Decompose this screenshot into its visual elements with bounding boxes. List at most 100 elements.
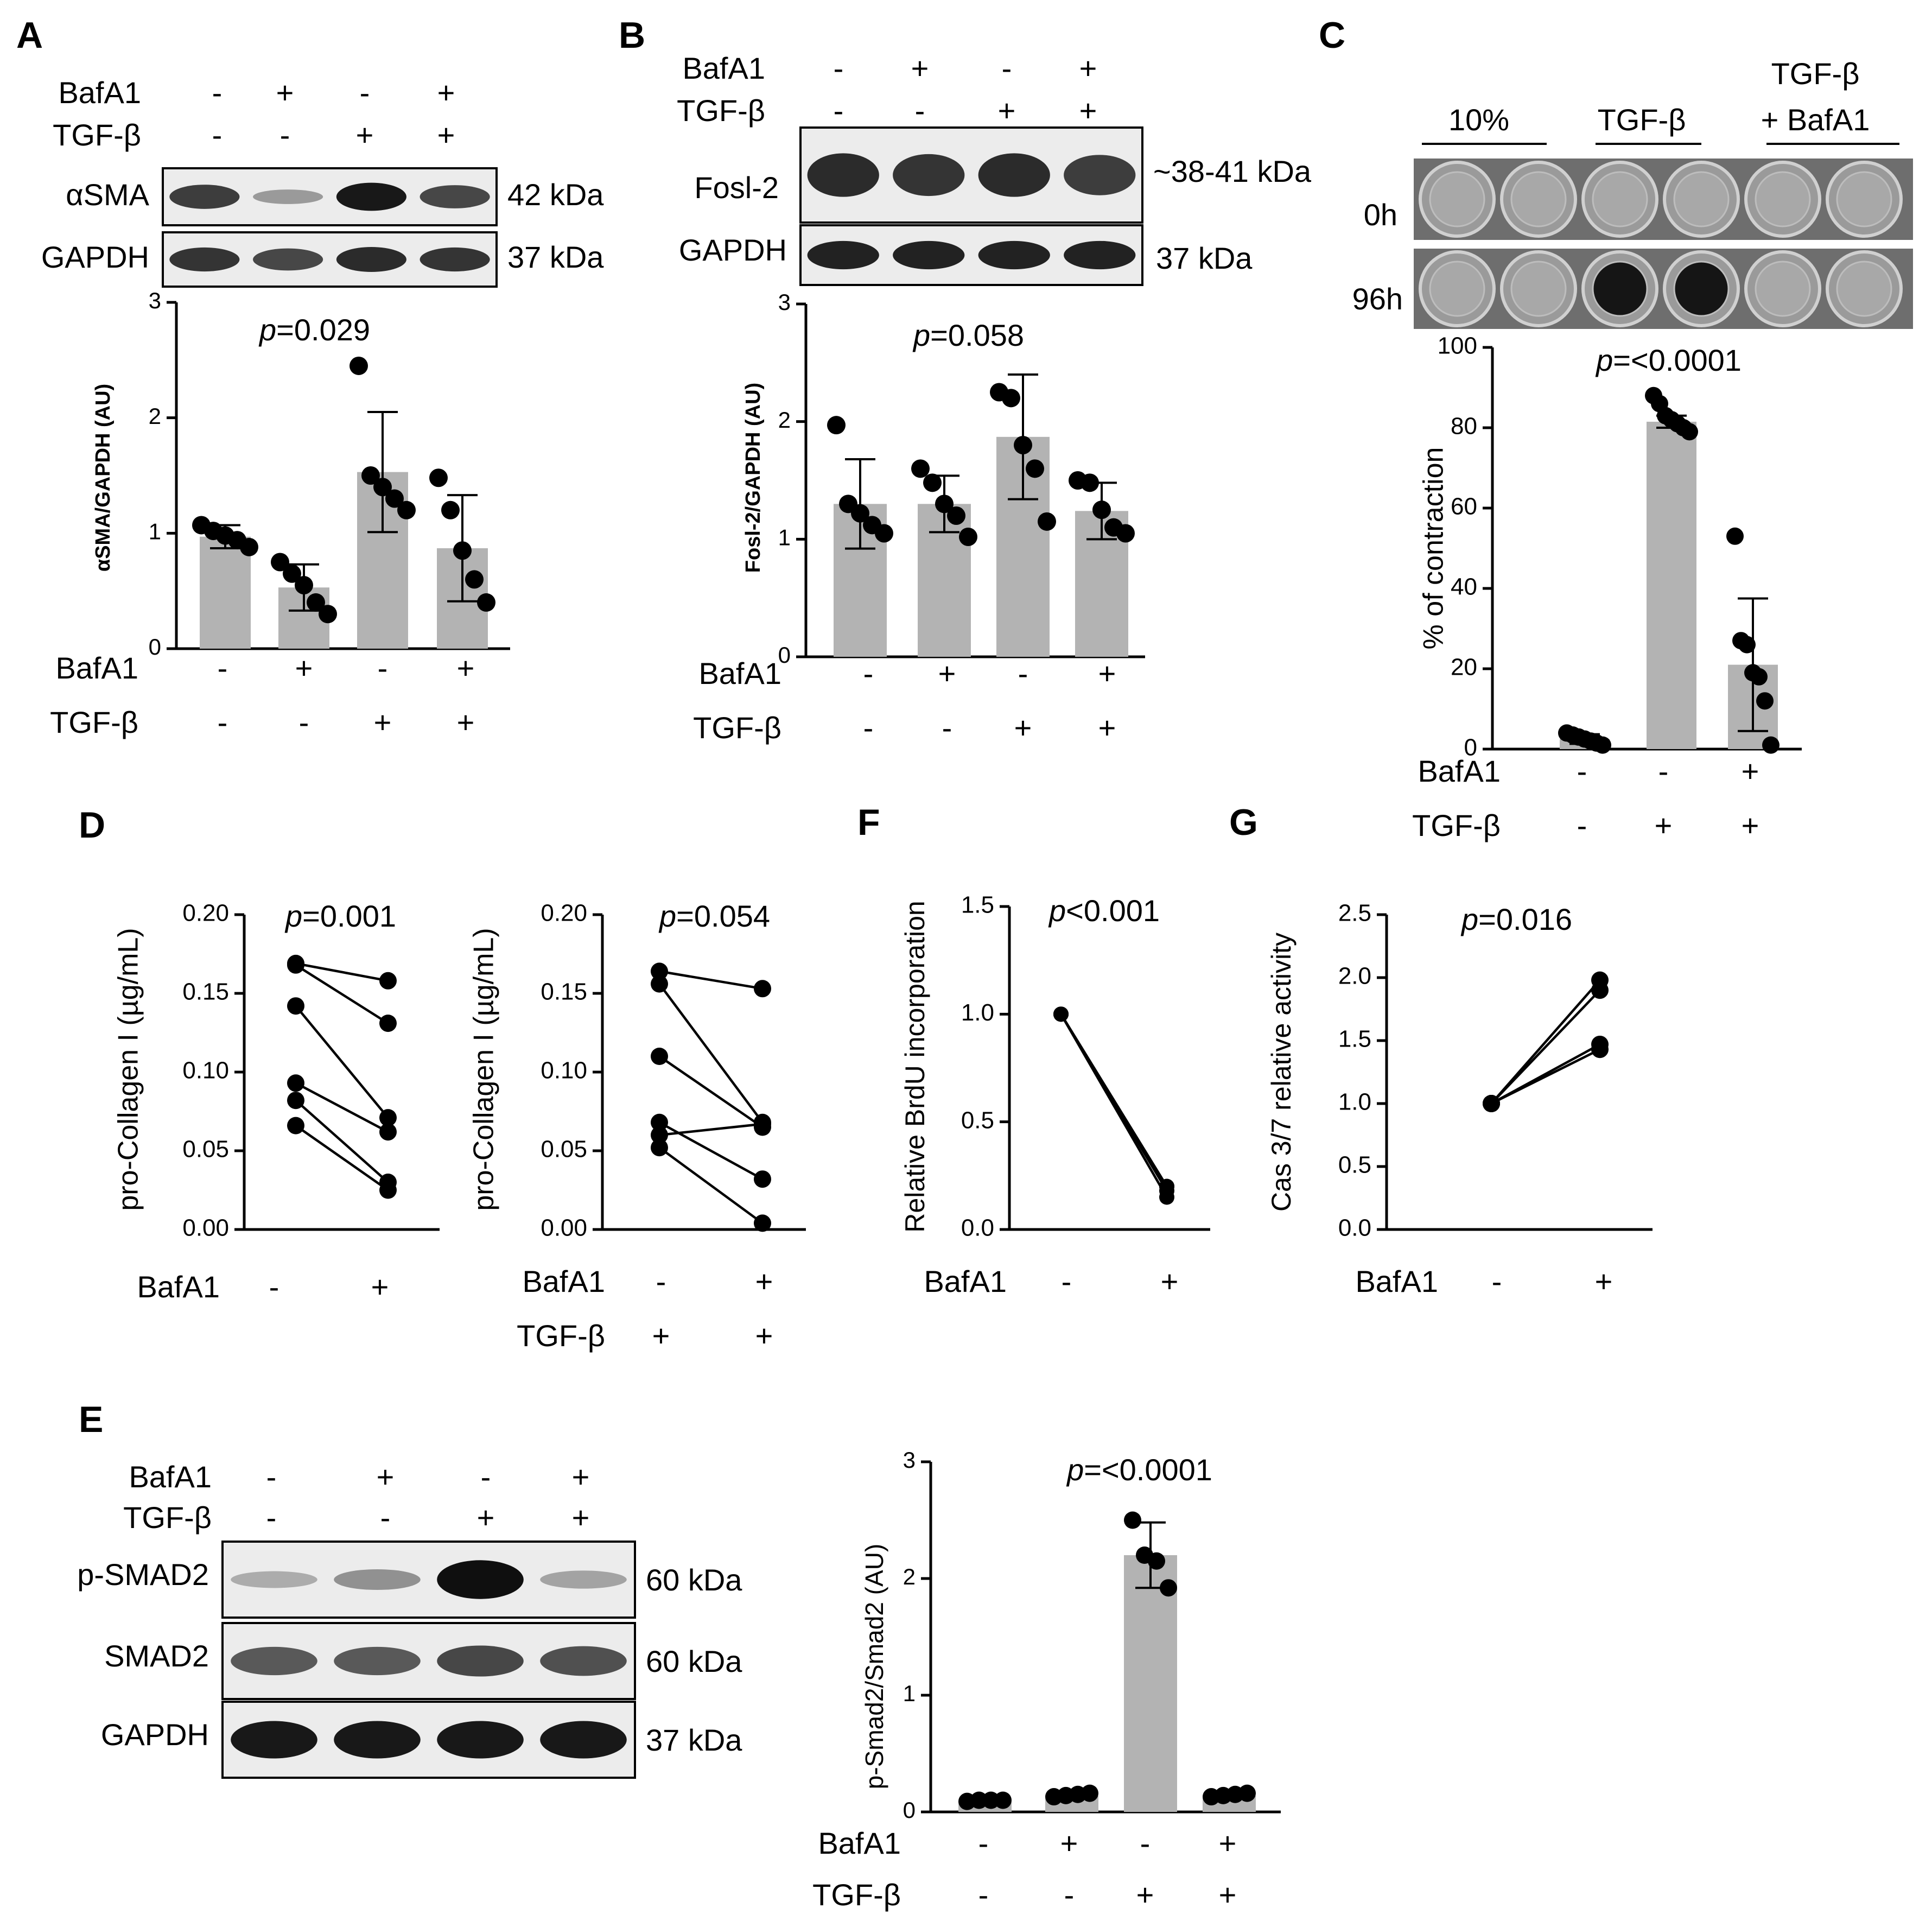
blot-kda: 37 kDa <box>507 240 604 274</box>
condition-sign: + <box>374 705 392 739</box>
condition-sign: + <box>1136 1878 1154 1912</box>
p-italic: p <box>1460 902 1478 936</box>
condition-sign: + <box>276 75 294 110</box>
blot-row-label: SMAD2 <box>104 1639 209 1673</box>
chart-b-y-tick-label: 1 <box>778 524 791 550</box>
p-rest: <0.001 <box>1066 893 1160 928</box>
alpha-sma-band <box>336 182 406 211</box>
chart-g-y-tick-label: 2.0 <box>1338 963 1371 990</box>
chart-e-data-point <box>994 1791 1012 1809</box>
chart-a-data-point <box>271 553 289 572</box>
chart-d-right-y-tick-label: 0.15 <box>541 979 587 1005</box>
condition-label: TGF-β <box>677 93 765 128</box>
gapdh-band <box>336 247 406 272</box>
condition-sign: + <box>1219 1826 1237 1860</box>
condition-label: BafA1 <box>698 656 781 690</box>
e-row-0-band <box>540 1570 627 1589</box>
panel-letter: C <box>1319 15 1345 56</box>
p-rest: =0.016 <box>1478 902 1572 936</box>
chart-d-left-pair-line <box>295 964 389 1025</box>
well-header: TGF-β <box>1598 103 1686 137</box>
panel-A: A BafA1 - + - + TGF-β - - + + αSMA 42 kDa GAPDH 37 kDa… <box>16 15 604 739</box>
chart-b-data-point <box>1116 524 1135 543</box>
y-axis-label: Cas 3/7 relative activity <box>1266 933 1297 1212</box>
chart-a-y-tick-label: 0 <box>149 634 161 660</box>
condition-label: TGF-β <box>53 118 141 152</box>
condition-sign: + <box>652 1319 670 1353</box>
condition-sign: - <box>212 118 223 152</box>
chart-g-data-point <box>1591 1041 1609 1058</box>
condition-sign: + <box>1161 1264 1179 1298</box>
p-rest: =0.058 <box>930 318 1024 352</box>
condition-sign: - <box>212 75 223 110</box>
condition-sign: - <box>218 651 228 685</box>
condition-sign: + <box>437 118 455 152</box>
condition-sign: - <box>978 1878 989 1912</box>
chart-d-left-data-point <box>379 1123 397 1141</box>
gapdh-band <box>893 240 965 270</box>
chart-c-data-point <box>1681 423 1698 441</box>
condition-sign: - <box>1658 754 1669 788</box>
chart-a-data-point <box>465 570 484 589</box>
chart-e-y-tick-label: 3 <box>903 1447 916 1473</box>
p-italic: p <box>284 899 302 933</box>
chart-f-data-point <box>1159 1189 1174 1205</box>
blot-row-label: p-SMAD2 <box>77 1557 209 1592</box>
condition-sign: - <box>1062 1264 1072 1298</box>
condition-label: BafA1 <box>522 1264 605 1298</box>
chart-a-data-point <box>429 468 448 487</box>
chart-f-data-point <box>1159 1178 1174 1194</box>
p-italic: p <box>1066 1453 1084 1487</box>
condition-sign: + <box>572 1460 590 1494</box>
chart-d-left-pair-line <box>295 1099 389 1183</box>
chart-d-left-data-point <box>287 956 304 974</box>
p-rest: =0.029 <box>276 313 370 347</box>
chart-d-left-data-point <box>379 972 397 990</box>
chart-b-data-point <box>1038 512 1056 531</box>
gapdh-band <box>1064 240 1136 270</box>
chart-e-data-point <box>1160 1579 1177 1597</box>
well-gel <box>1592 261 1648 317</box>
condition-sign: - <box>269 1270 279 1304</box>
chart-e-data-point <box>1124 1511 1141 1529</box>
chart-e-data-point <box>970 1791 988 1809</box>
p-italic: p <box>1048 893 1066 928</box>
chart-d-left-data-point <box>287 997 304 1015</box>
chart-d-left-data-point <box>379 1109 397 1127</box>
fosl2-band <box>978 153 1050 197</box>
chart-a-data-point <box>397 500 416 519</box>
chart-f-pair-line <box>1060 1013 1168 1187</box>
chart-c-data-point <box>1726 527 1744 545</box>
chart-d-right-data-point <box>754 1115 771 1133</box>
row-label: 0h <box>1364 198 1397 232</box>
gapdh-band <box>807 240 879 270</box>
chart-a-data-point <box>240 537 258 556</box>
p-italic: p <box>658 899 676 933</box>
p-italic: p <box>912 318 930 352</box>
p-value: p=0.058 <box>912 318 1024 352</box>
condition-sign: - <box>656 1264 666 1298</box>
p-italic: p <box>1595 343 1613 377</box>
y-axis-label: pro-Collagen I (µg/mL) <box>468 928 500 1210</box>
gapdh-band <box>978 240 1050 270</box>
e-row-0-band <box>437 1560 524 1599</box>
p-rest: =<0.0001 <box>1084 1453 1212 1487</box>
chart-b-data-point <box>959 528 977 546</box>
condition-sign: + <box>477 1500 495 1535</box>
chart-d-left-data-point <box>287 1117 304 1134</box>
condition-sign: + <box>377 1460 395 1494</box>
chart-c-y-tick-label: 60 <box>1451 493 1477 520</box>
condition-sign: - <box>1064 1878 1075 1912</box>
condition-sign: + <box>1079 93 1097 128</box>
chart-a-data-point <box>349 356 368 375</box>
chart-a-data-point <box>283 564 301 583</box>
condition-label: BafA1 <box>682 51 765 85</box>
chart-c-y-tick-label: 0 <box>1464 734 1477 761</box>
chart-a-data-point <box>361 466 380 485</box>
well-gel <box>1673 261 1730 317</box>
e-row-0-band <box>334 1569 421 1590</box>
e-row-1-band <box>334 1646 421 1676</box>
chart-b-data-point <box>923 473 942 492</box>
chart-g-y-tick-label: 2.5 <box>1338 900 1371 927</box>
